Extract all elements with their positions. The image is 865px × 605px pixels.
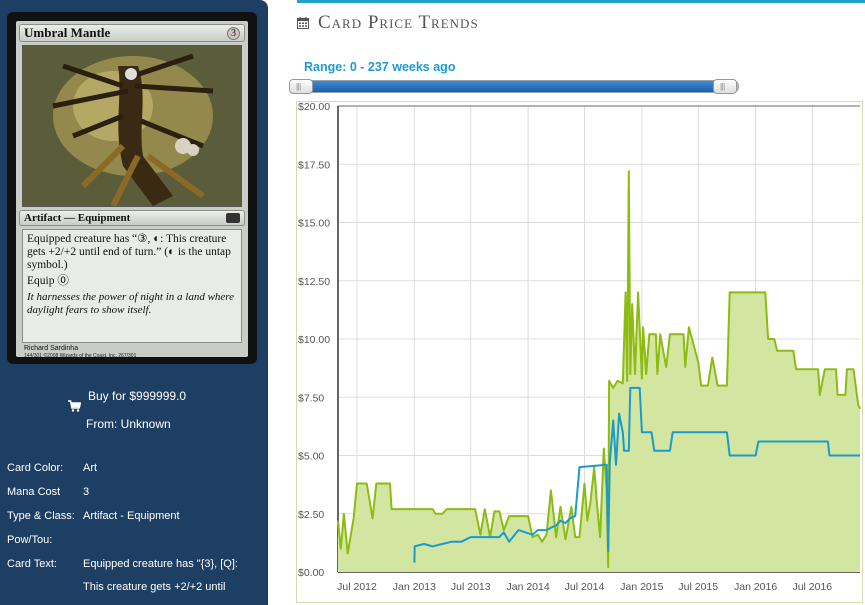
detail-key: Card Text:	[7, 558, 57, 570]
panel-title-text: Card Price Trends	[318, 12, 479, 33]
card-frame: Umbral Mantle 3 Artifact — Equipment	[16, 21, 248, 359]
detail-key: Type & Class:	[7, 510, 75, 522]
card-name-bar: Umbral Mantle 3	[19, 24, 245, 42]
tree-creature-artwork	[23, 46, 241, 206]
y-tick-label: $12.50	[298, 276, 330, 288]
calendar-icon	[297, 17, 309, 29]
card-copyright: 144/301 ©2008 Wizards of the Coast, Inc.…	[24, 353, 137, 359]
y-tick-label: $0.00	[298, 567, 324, 579]
set-symbol-icon	[226, 213, 240, 223]
card-image: Umbral Mantle 3 Artifact — Equipment	[7, 12, 257, 364]
card-artwork	[22, 45, 242, 207]
series-0-area	[338, 171, 860, 572]
y-tick-label: $20.00	[298, 101, 330, 113]
card-type-line: Artifact — Equipment	[24, 212, 131, 224]
series-0-line	[337, 170, 861, 569]
x-tick-label: Jan 2013	[393, 581, 436, 593]
x-tick-label: Jul 2016	[792, 581, 832, 593]
x-tick-label: Jan 2014	[506, 581, 549, 593]
detail-value: 3	[83, 486, 90, 498]
detail-value: Equipped creature has "{3}, [Q]:	[83, 558, 238, 570]
range-slider-handle-start[interactable]	[289, 79, 313, 94]
buy-button[interactable]: Buy for $999999.0	[88, 389, 187, 403]
seller-label: From: Unknown	[86, 417, 171, 431]
card-type-bar: Artifact — Equipment	[19, 210, 245, 226]
y-tick-label: $2.50	[298, 509, 324, 521]
price-trend-chart[interactable]: $20.00 $17.50 $15.00 $12.50 $10.00 $7.50 $5.00…	[296, 101, 863, 603]
detail-value: Art	[83, 462, 98, 474]
range-slider-handle-end[interactable]	[713, 79, 737, 94]
buy-section: Buy for $999999.0 From: Unknown	[68, 389, 186, 431]
card-artist: Richard Sardinha	[24, 345, 79, 352]
mana-cost-symbol: 3	[227, 27, 240, 40]
card-rules-text: Equipped creature has “③, ◐: This creatu…	[27, 233, 231, 271]
x-tick-label: Jan 2016	[734, 581, 777, 593]
range-slider-selection[interactable]	[297, 81, 729, 92]
y-tick-label: $5.00	[298, 451, 324, 463]
range-label: Range: 0 - 237 weeks ago	[304, 60, 456, 74]
y-tick-label: $7.50	[298, 392, 324, 404]
detail-key: Mana Cost	[7, 486, 61, 498]
series-1-line	[413, 386, 860, 563]
card-equip-text: Equip ⓪	[27, 275, 69, 287]
card-text-box: Equipped creature has “③, ◐: This creatu…	[22, 229, 242, 343]
detail-value: This creature gets +2/+2 until	[83, 581, 226, 593]
shopping-cart-icon[interactable]	[68, 400, 81, 412]
x-tick-label: Jul 2012	[337, 581, 377, 593]
card-sidebar: Umbral Mantle 3 Artifact — Equipment	[0, 0, 268, 605]
x-tick-label: Jul 2013	[451, 581, 491, 593]
detail-key: Card Color:	[7, 462, 64, 474]
panel-title: Card Price Trends	[297, 12, 479, 34]
card-flavor-text: It harnesses the power of night in a lan…	[27, 291, 235, 316]
card-name: Umbral Mantle	[24, 25, 111, 40]
x-tick-label: Jan 2015	[620, 581, 663, 593]
x-tick-label: Jul 2015	[678, 581, 718, 593]
detail-key: Pow/Tou:	[7, 534, 53, 546]
y-tick-label: $15.00	[298, 218, 330, 230]
header-accent-rule	[297, 0, 865, 3]
y-tick-label: $17.50	[298, 159, 330, 171]
x-tick-label: Jul 2014	[565, 581, 605, 593]
detail-value: Artifact - Equipment	[83, 510, 180, 522]
y-tick-label: $10.00	[298, 334, 330, 346]
